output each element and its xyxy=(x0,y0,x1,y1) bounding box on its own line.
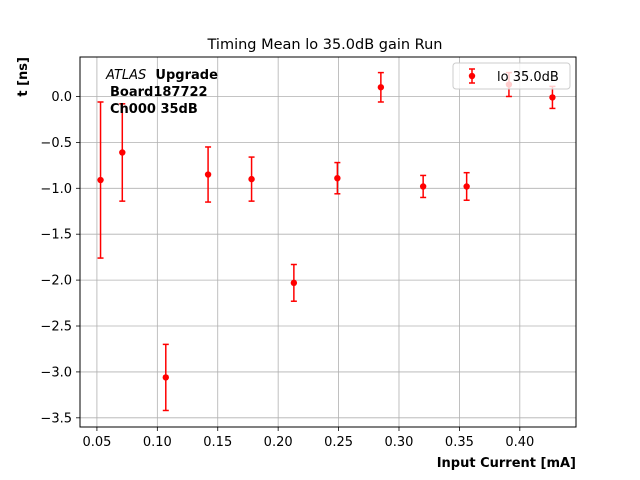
y-tick-label: −1.5 xyxy=(40,228,72,243)
data-point xyxy=(377,84,385,91)
data-point xyxy=(549,94,556,101)
grid xyxy=(80,57,576,427)
annotation-atlas: ATLAS xyxy=(105,68,146,83)
data-point xyxy=(334,174,341,182)
data-point xyxy=(162,374,169,381)
y-tick-label: 0.0 xyxy=(51,90,72,105)
y-tick-label: −0.5 xyxy=(40,136,72,151)
x-tick-label: 0.15 xyxy=(203,435,232,450)
chart-title: Timing Mean lo 35.0dB gain Run xyxy=(207,37,443,53)
data-point xyxy=(419,183,427,190)
x-tick-label: 0.35 xyxy=(445,435,474,450)
ticks: 0.05 0.10 0.15 0.20 0.25 0.30 0.35 0.40 −3.5 −3.0… xyxy=(40,90,534,450)
annotation-board: Board187722 xyxy=(110,85,208,100)
x-axis-label: Input Current [mA] xyxy=(437,456,576,471)
atlas-annotation: ATLAS Upgrade Board187722 Ch000 35dB xyxy=(105,68,218,117)
data-point xyxy=(290,279,298,287)
data-point xyxy=(97,176,104,184)
x-tick-label: 0.10 xyxy=(143,435,172,450)
x-tick-label: 0.25 xyxy=(324,435,353,450)
svg-text:ATLAS Upgrade: ATLAS Upgrade xyxy=(105,68,218,83)
legend: lo 35.0dB xyxy=(452,62,571,90)
legend-box xyxy=(452,62,571,90)
annotation-channel: Ch000 35dB xyxy=(110,102,198,117)
data-point xyxy=(463,183,470,190)
y-tick-label: −2.0 xyxy=(40,274,72,289)
y-tick-label: −2.5 xyxy=(40,320,72,335)
plot-frame xyxy=(79,56,577,428)
annotation-upgrade: Upgrade xyxy=(155,68,218,83)
legend-marker xyxy=(468,72,476,80)
legend-label: lo 35.0dB xyxy=(497,70,559,85)
y-axis-label: t [ns] xyxy=(16,57,31,97)
error-bars xyxy=(97,71,556,412)
y-tick-label: −1.0 xyxy=(40,182,72,197)
data-points xyxy=(97,81,556,381)
data-point xyxy=(204,171,212,178)
x-tick-label: 0.40 xyxy=(505,435,534,450)
x-tick-label: 0.20 xyxy=(264,435,293,450)
x-tick-label: 0.05 xyxy=(82,435,111,450)
data-point xyxy=(119,149,126,156)
y-tick-label: −3.5 xyxy=(40,411,72,426)
data-point xyxy=(248,175,255,183)
y-tick-label: −3.0 xyxy=(40,365,72,380)
x-tick-label: 0.30 xyxy=(385,435,414,450)
